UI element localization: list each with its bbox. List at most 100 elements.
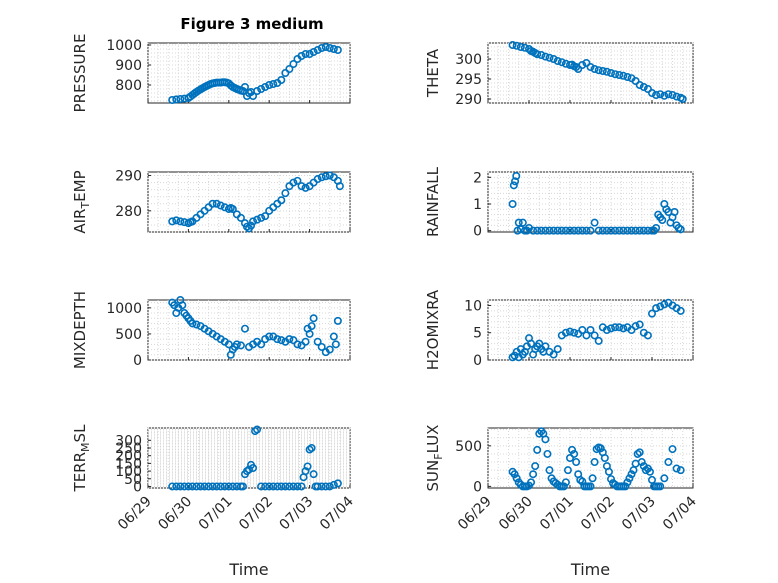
data-point xyxy=(257,482,266,491)
data-point xyxy=(643,85,652,94)
data-point xyxy=(570,226,579,235)
y-tick-label: 200 xyxy=(115,449,142,465)
data-point xyxy=(297,182,306,191)
y-axis-label: TERRMSL xyxy=(71,424,92,493)
data-point xyxy=(307,322,316,331)
data-point xyxy=(512,474,521,483)
data-point xyxy=(196,482,205,491)
data-point xyxy=(265,81,274,90)
data-point xyxy=(647,309,656,318)
subplot-mixdepth: 0 500 1000 MIXDEPTH xyxy=(71,291,351,369)
y-tick-label: 300 xyxy=(455,52,482,68)
y-tick-label: 900 xyxy=(115,58,142,74)
data-point xyxy=(293,176,302,185)
data-point xyxy=(643,331,652,340)
data-point xyxy=(325,482,334,491)
x-tick-label: 06/29 xyxy=(115,494,155,534)
data-point xyxy=(574,65,583,74)
data-point xyxy=(541,435,550,444)
data-points xyxy=(168,171,344,233)
y-axis-label: MIXDEPTH xyxy=(71,291,89,369)
data-point xyxy=(594,226,603,235)
data-point xyxy=(606,226,615,235)
data-point xyxy=(541,52,550,61)
data-point xyxy=(658,216,667,225)
data-point xyxy=(228,482,237,491)
data-point xyxy=(313,175,322,184)
data-point xyxy=(188,482,197,491)
data-point xyxy=(637,458,646,467)
data-point xyxy=(297,482,306,491)
data-point xyxy=(273,482,282,491)
x-tick-label: 07/01 xyxy=(537,494,577,534)
data-point xyxy=(240,324,249,333)
data-point xyxy=(321,482,330,491)
data-point xyxy=(281,482,290,491)
y-axis-label: AIRTEMP xyxy=(71,170,92,233)
data-point xyxy=(619,226,628,235)
data-point xyxy=(557,58,566,67)
data-point xyxy=(200,482,209,491)
subplot-pressure: 800 900 1000 PRESSURE xyxy=(71,34,351,112)
data-point xyxy=(602,67,611,76)
data-point xyxy=(602,226,611,235)
data-point xyxy=(652,304,661,313)
data-point xyxy=(178,301,187,310)
data-point xyxy=(168,482,177,491)
data-point xyxy=(184,482,193,491)
data-point xyxy=(635,226,644,235)
data-point xyxy=(553,56,562,65)
data-point xyxy=(249,217,258,226)
data-point xyxy=(623,478,632,487)
data-point xyxy=(208,199,217,208)
data-point xyxy=(619,324,628,333)
data-point xyxy=(668,91,677,100)
y-tick-label: 150 xyxy=(115,456,142,472)
data-point xyxy=(596,444,605,453)
data-point xyxy=(527,339,536,348)
data-point xyxy=(561,328,570,337)
data-point xyxy=(289,178,298,187)
data-point xyxy=(257,340,266,349)
data-point xyxy=(333,316,342,325)
data-point xyxy=(635,448,644,457)
data-point xyxy=(553,226,562,235)
data-point xyxy=(625,474,634,483)
y-tick-label: 0 xyxy=(133,353,142,369)
data-points xyxy=(168,425,342,491)
data-point xyxy=(578,226,587,235)
data-point xyxy=(570,328,579,337)
data-point xyxy=(249,463,258,472)
data-point xyxy=(228,205,237,214)
data-point xyxy=(321,172,330,181)
data-point xyxy=(297,51,306,60)
data-point xyxy=(531,462,540,471)
data-point xyxy=(512,172,521,181)
data-point xyxy=(549,54,558,63)
data-point xyxy=(192,482,201,491)
data-point xyxy=(188,319,197,328)
data-point xyxy=(309,47,318,56)
data-point xyxy=(520,43,529,52)
data-point xyxy=(549,350,558,359)
data-point xyxy=(293,482,302,491)
data-point xyxy=(590,458,599,467)
data-point xyxy=(590,65,599,74)
data-point xyxy=(615,71,624,80)
data-point xyxy=(559,482,568,491)
subplot-theta: 290 295 300 THETA xyxy=(424,40,694,108)
x-tick-label: 07/02 xyxy=(236,494,276,534)
data-point xyxy=(176,95,185,104)
data-point xyxy=(238,482,247,491)
data-point xyxy=(588,474,597,483)
data-point xyxy=(301,183,310,192)
data-point xyxy=(301,337,310,346)
data-point xyxy=(586,482,595,491)
data-point xyxy=(253,425,262,434)
data-point xyxy=(631,322,640,331)
data-point xyxy=(232,340,241,349)
y-tick-label: 250 xyxy=(115,441,142,457)
y-tick-label: 290 xyxy=(115,169,142,185)
data-point xyxy=(656,482,665,491)
